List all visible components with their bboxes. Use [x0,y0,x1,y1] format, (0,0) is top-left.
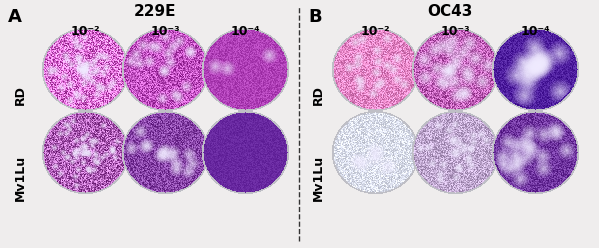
Text: 10⁻²: 10⁻² [360,25,390,38]
Text: 10⁻⁴: 10⁻⁴ [520,25,550,38]
Text: 10⁻⁴: 10⁻⁴ [230,25,260,38]
Text: Mv1Lu: Mv1Lu [311,155,325,201]
Text: OC43: OC43 [427,4,473,19]
Text: Mv1Lu: Mv1Lu [14,155,26,201]
Text: A: A [8,8,22,26]
Text: RD: RD [311,85,325,105]
Text: 229E: 229E [134,4,176,19]
Text: RD: RD [14,85,26,105]
Text: 10⁻³: 10⁻³ [150,25,180,38]
Text: B: B [308,8,322,26]
Text: 10⁻²: 10⁻² [70,25,100,38]
Text: 10⁻³: 10⁻³ [440,25,470,38]
